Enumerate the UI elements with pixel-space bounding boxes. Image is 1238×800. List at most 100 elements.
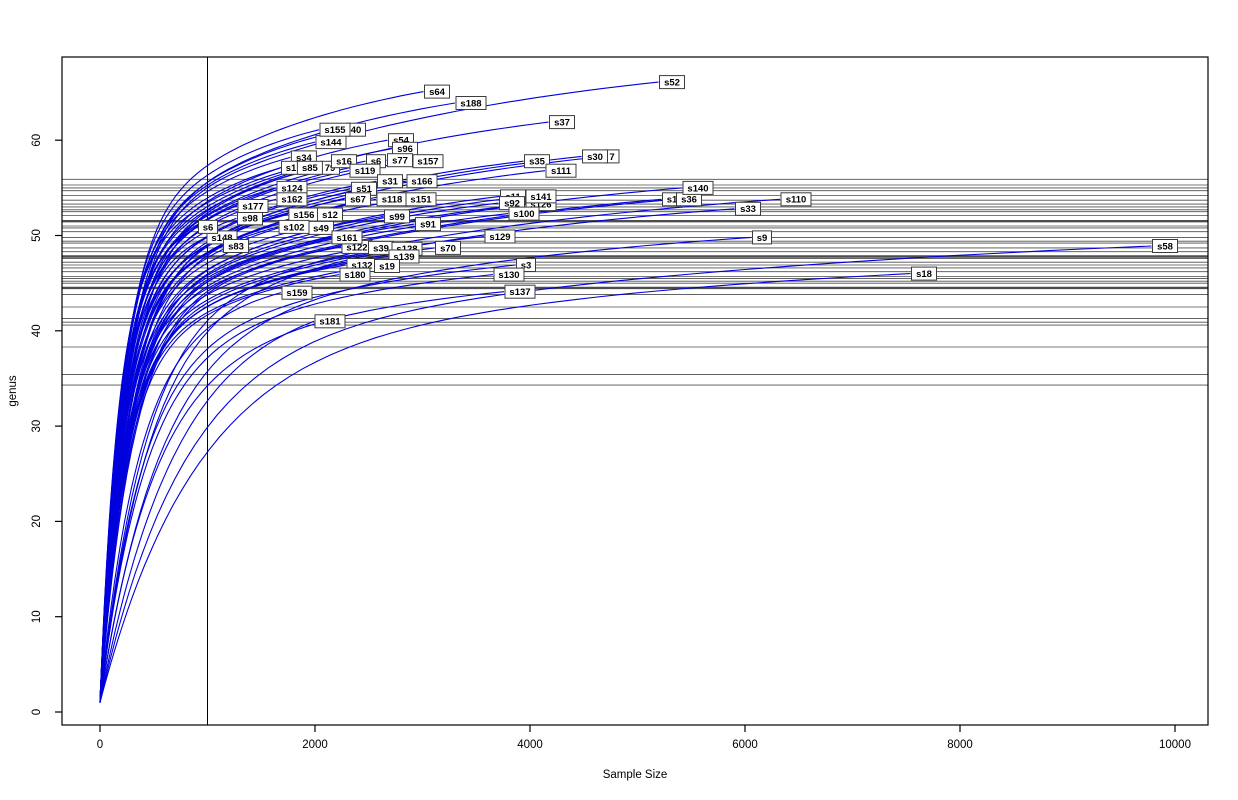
x-tick-label-5: 10000 xyxy=(1159,739,1191,751)
y-tick-label-2: 20 xyxy=(31,515,43,528)
label-s122-46: s122 xyxy=(346,242,367,253)
label-s156-32: s156 xyxy=(293,210,314,221)
label-s85-12: s85 xyxy=(302,163,319,174)
label-box-s102-42 xyxy=(278,219,310,234)
label-s34-9: s34 xyxy=(296,153,313,164)
label-s1-10: s1 xyxy=(286,163,297,174)
label-s91-40: s91 xyxy=(420,220,437,231)
label-s30-20: s30 xyxy=(587,152,603,163)
label-s67-29: s67 xyxy=(350,195,366,206)
label-s70-52: s70 xyxy=(440,243,456,254)
label-s110-64: s110 xyxy=(786,195,807,206)
label-79-11: 79 xyxy=(325,163,336,174)
label-s92-36: s92 xyxy=(504,199,520,210)
label-box-s111-21 xyxy=(545,163,577,178)
label-box-s140-63 xyxy=(682,180,714,195)
label-box-s137-58 xyxy=(504,284,536,299)
curve-s110-64 xyxy=(99,198,781,703)
label-s177-27: s177 xyxy=(242,201,263,212)
y-tick-label-4: 40 xyxy=(31,324,43,337)
label-s180-56: s180 xyxy=(344,270,365,281)
label-s6-14: s6 xyxy=(371,157,382,168)
label-s52-0: s52 xyxy=(664,78,680,89)
label-s162-28: s162 xyxy=(281,195,302,206)
label-box-s19-54 xyxy=(374,259,400,273)
curve-s18-67 xyxy=(99,273,911,703)
label-s124-24: s124 xyxy=(281,183,303,194)
label-s36-62: s36 xyxy=(681,195,697,206)
curve-s67-29 xyxy=(99,198,345,703)
y-tick-label-6: 60 xyxy=(31,134,43,147)
rarefaction-curves xyxy=(99,81,1152,703)
label-box-s37-3 xyxy=(549,115,575,130)
y-tick-label-5: 50 xyxy=(31,229,43,242)
curve-s6-44 xyxy=(99,226,198,703)
label-s83-45: s83 xyxy=(228,241,244,252)
label-s9-66: s9 xyxy=(757,233,768,244)
label-box-s18-67 xyxy=(911,266,937,281)
curve-s159-59 xyxy=(99,292,282,703)
curve-s31-22 xyxy=(99,180,377,703)
x-tick-label-2: 4000 xyxy=(517,739,543,751)
label-s118-30: s118 xyxy=(382,195,403,206)
label-box-s159-59 xyxy=(281,285,313,300)
label-box-s119-17 xyxy=(349,163,381,178)
label-s51-25: s51 xyxy=(356,184,373,195)
label-s1-61: s1 xyxy=(667,195,678,206)
label-s100-38: s100 xyxy=(513,209,534,220)
label-box-s30-20 xyxy=(582,149,608,164)
label-box-s151-31 xyxy=(405,192,437,207)
y-tick-label-3: 30 xyxy=(31,420,43,433)
label-s49-41: s49 xyxy=(313,223,329,234)
label-s141-37: s141 xyxy=(530,192,552,203)
label-box-s162-28 xyxy=(276,192,308,207)
label-s96-8: s96 xyxy=(397,144,413,155)
label-s181-60: s181 xyxy=(319,317,341,328)
x-tick-label-1: 2000 xyxy=(302,739,328,751)
plot-border xyxy=(61,56,1209,726)
x-tick-label-3: 6000 xyxy=(732,739,758,751)
label-s148-43: s148 xyxy=(211,233,232,244)
label-box-s181-60 xyxy=(314,314,346,329)
label-box-s129-51 xyxy=(484,229,516,244)
label-s39-47: s39 xyxy=(373,243,389,254)
label-box-s141-37 xyxy=(525,189,557,204)
label-s58-68: s58 xyxy=(1157,241,1173,252)
curve-s9-66 xyxy=(99,236,752,703)
label-box-s99-39 xyxy=(384,209,410,224)
label-s99-39: s99 xyxy=(389,212,405,223)
y-axis-title: genus xyxy=(7,375,19,407)
label-box-s83-45 xyxy=(223,239,249,253)
x-tick-label-4: 8000 xyxy=(947,739,973,751)
label-box-s130-57 xyxy=(493,267,525,282)
curve-s129-51 xyxy=(99,235,485,703)
curve-s181-60 xyxy=(99,320,315,703)
label-s3-55: s3 xyxy=(521,260,532,271)
label-box-s177-27 xyxy=(237,199,269,213)
curve-s99-39 xyxy=(99,215,384,703)
label-box-s9-66 xyxy=(752,230,772,245)
label-box-s64-1 xyxy=(424,84,450,99)
label-box-s161-50 xyxy=(331,230,363,245)
label-s111-21: s111 xyxy=(551,166,572,177)
label-s137-58: s137 xyxy=(509,287,530,298)
label-box-s85-12 xyxy=(296,160,323,175)
axes: 0 2000 4000 6000 8000 10000 0 10 20 30 40 50 60 xyxy=(31,56,1209,751)
label-s54-7: s54 xyxy=(393,136,410,147)
label-box-s33-65 xyxy=(735,201,761,216)
label-s126-35: s126 xyxy=(530,200,551,211)
curve-s122-46 xyxy=(99,246,342,703)
label-box-s35-18 xyxy=(524,154,550,169)
label-s16-13: s16 xyxy=(336,157,352,168)
label-box-s110-64 xyxy=(780,192,812,207)
label-s129-51: s129 xyxy=(489,232,510,243)
label-s130-57: s130 xyxy=(498,270,519,281)
label-s77-15: s77 xyxy=(392,156,408,167)
label-s102-42: s102 xyxy=(283,222,304,233)
y-tick-label-0: 0 xyxy=(31,709,43,715)
label-s155-6: s155 xyxy=(324,125,346,136)
label-box-s6-44 xyxy=(198,219,218,234)
label-box-s70-52 xyxy=(435,240,461,255)
label-s64-1: s64 xyxy=(429,87,446,98)
